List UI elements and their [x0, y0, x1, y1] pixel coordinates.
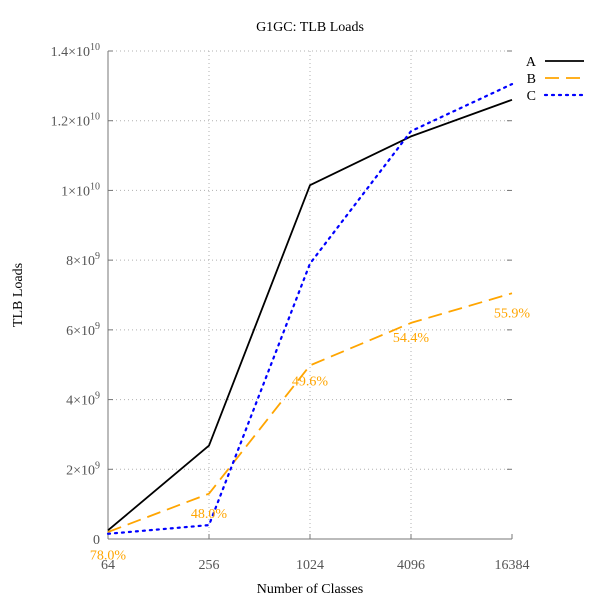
x-tick-label: 4096: [397, 558, 425, 573]
y-tick-label: 4×109: [66, 391, 100, 409]
x-tick-label: 256: [199, 558, 220, 573]
x-tick-label: 64: [101, 558, 115, 573]
y-tick-label: 2×109: [66, 460, 100, 478]
y-tick-label: 1.4×1010: [51, 42, 100, 60]
y-tick-label: 0: [93, 533, 100, 548]
legend-label: B: [527, 72, 536, 87]
y-tick-label: 8×109: [66, 251, 100, 269]
legend: ABC: [526, 55, 586, 104]
annotations: 78.0% 48.0% 49.6% 54.4% 55.9%: [90, 306, 531, 563]
legend-label: A: [526, 55, 537, 70]
y-tick-label: 1.2×1010: [51, 112, 100, 130]
series-line-b: [107, 292, 513, 533]
data-label: 55.9%: [494, 306, 531, 321]
axes: [107, 50, 513, 540]
data-label: 54.4%: [393, 331, 430, 346]
x-axis-label: Number of Classes: [257, 582, 364, 597]
series-line-a: [107, 98, 513, 531]
y-tick-labels: 0 2×109 4×109 6×109 8×109 1×1010 1.2×1010 1.4×1…: [51, 42, 100, 548]
y-tick-label: 1×1010: [61, 181, 100, 199]
legend-label: C: [527, 89, 536, 104]
x-tick-label: 16384: [495, 558, 530, 573]
y-tick-label: 6×109: [66, 321, 100, 339]
chart-title: G1GC: TLB Loads: [256, 20, 364, 35]
grid: [108, 50, 512, 540]
data-label: 48.0%: [191, 507, 228, 522]
data-label: 78.0%: [90, 549, 127, 564]
y-axis-label: TLB Loads: [11, 263, 26, 327]
x-tick-label: 1024: [296, 558, 324, 573]
series: [106, 82, 514, 535]
x-tick-labels: 64 256 1024 4096 16384: [101, 558, 530, 573]
data-label: 49.6%: [292, 374, 329, 389]
